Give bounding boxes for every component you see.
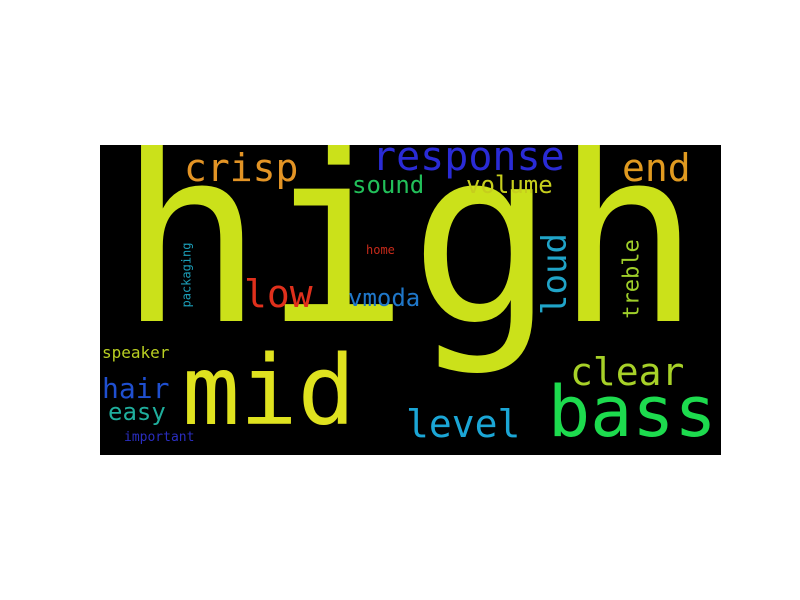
word-low: low	[244, 272, 313, 316]
word-clear: clear	[570, 350, 685, 394]
word-treble: treble	[619, 239, 645, 319]
word-important: important	[124, 430, 195, 445]
word-home: home	[366, 243, 395, 257]
word-volume: volume	[466, 171, 553, 199]
word-end: end	[622, 146, 691, 190]
word-hair: hair	[102, 372, 170, 405]
word-loud: loud	[534, 233, 575, 315]
word-level: level	[406, 402, 521, 446]
word-high: high	[118, 145, 701, 379]
word-easy: easy	[108, 398, 166, 426]
word-cloud: high mid bass response crisp end sound v…	[100, 145, 721, 455]
word-sound: sound	[352, 171, 425, 199]
word-packaging: packaging	[179, 242, 194, 308]
word-response: response	[372, 145, 565, 180]
word-crisp: crisp	[184, 146, 299, 190]
word-speaker: speaker	[102, 343, 170, 362]
word-vmoda: vmoda	[348, 284, 421, 312]
word-mid: mid	[182, 335, 356, 447]
word-bass: bass	[548, 371, 717, 453]
